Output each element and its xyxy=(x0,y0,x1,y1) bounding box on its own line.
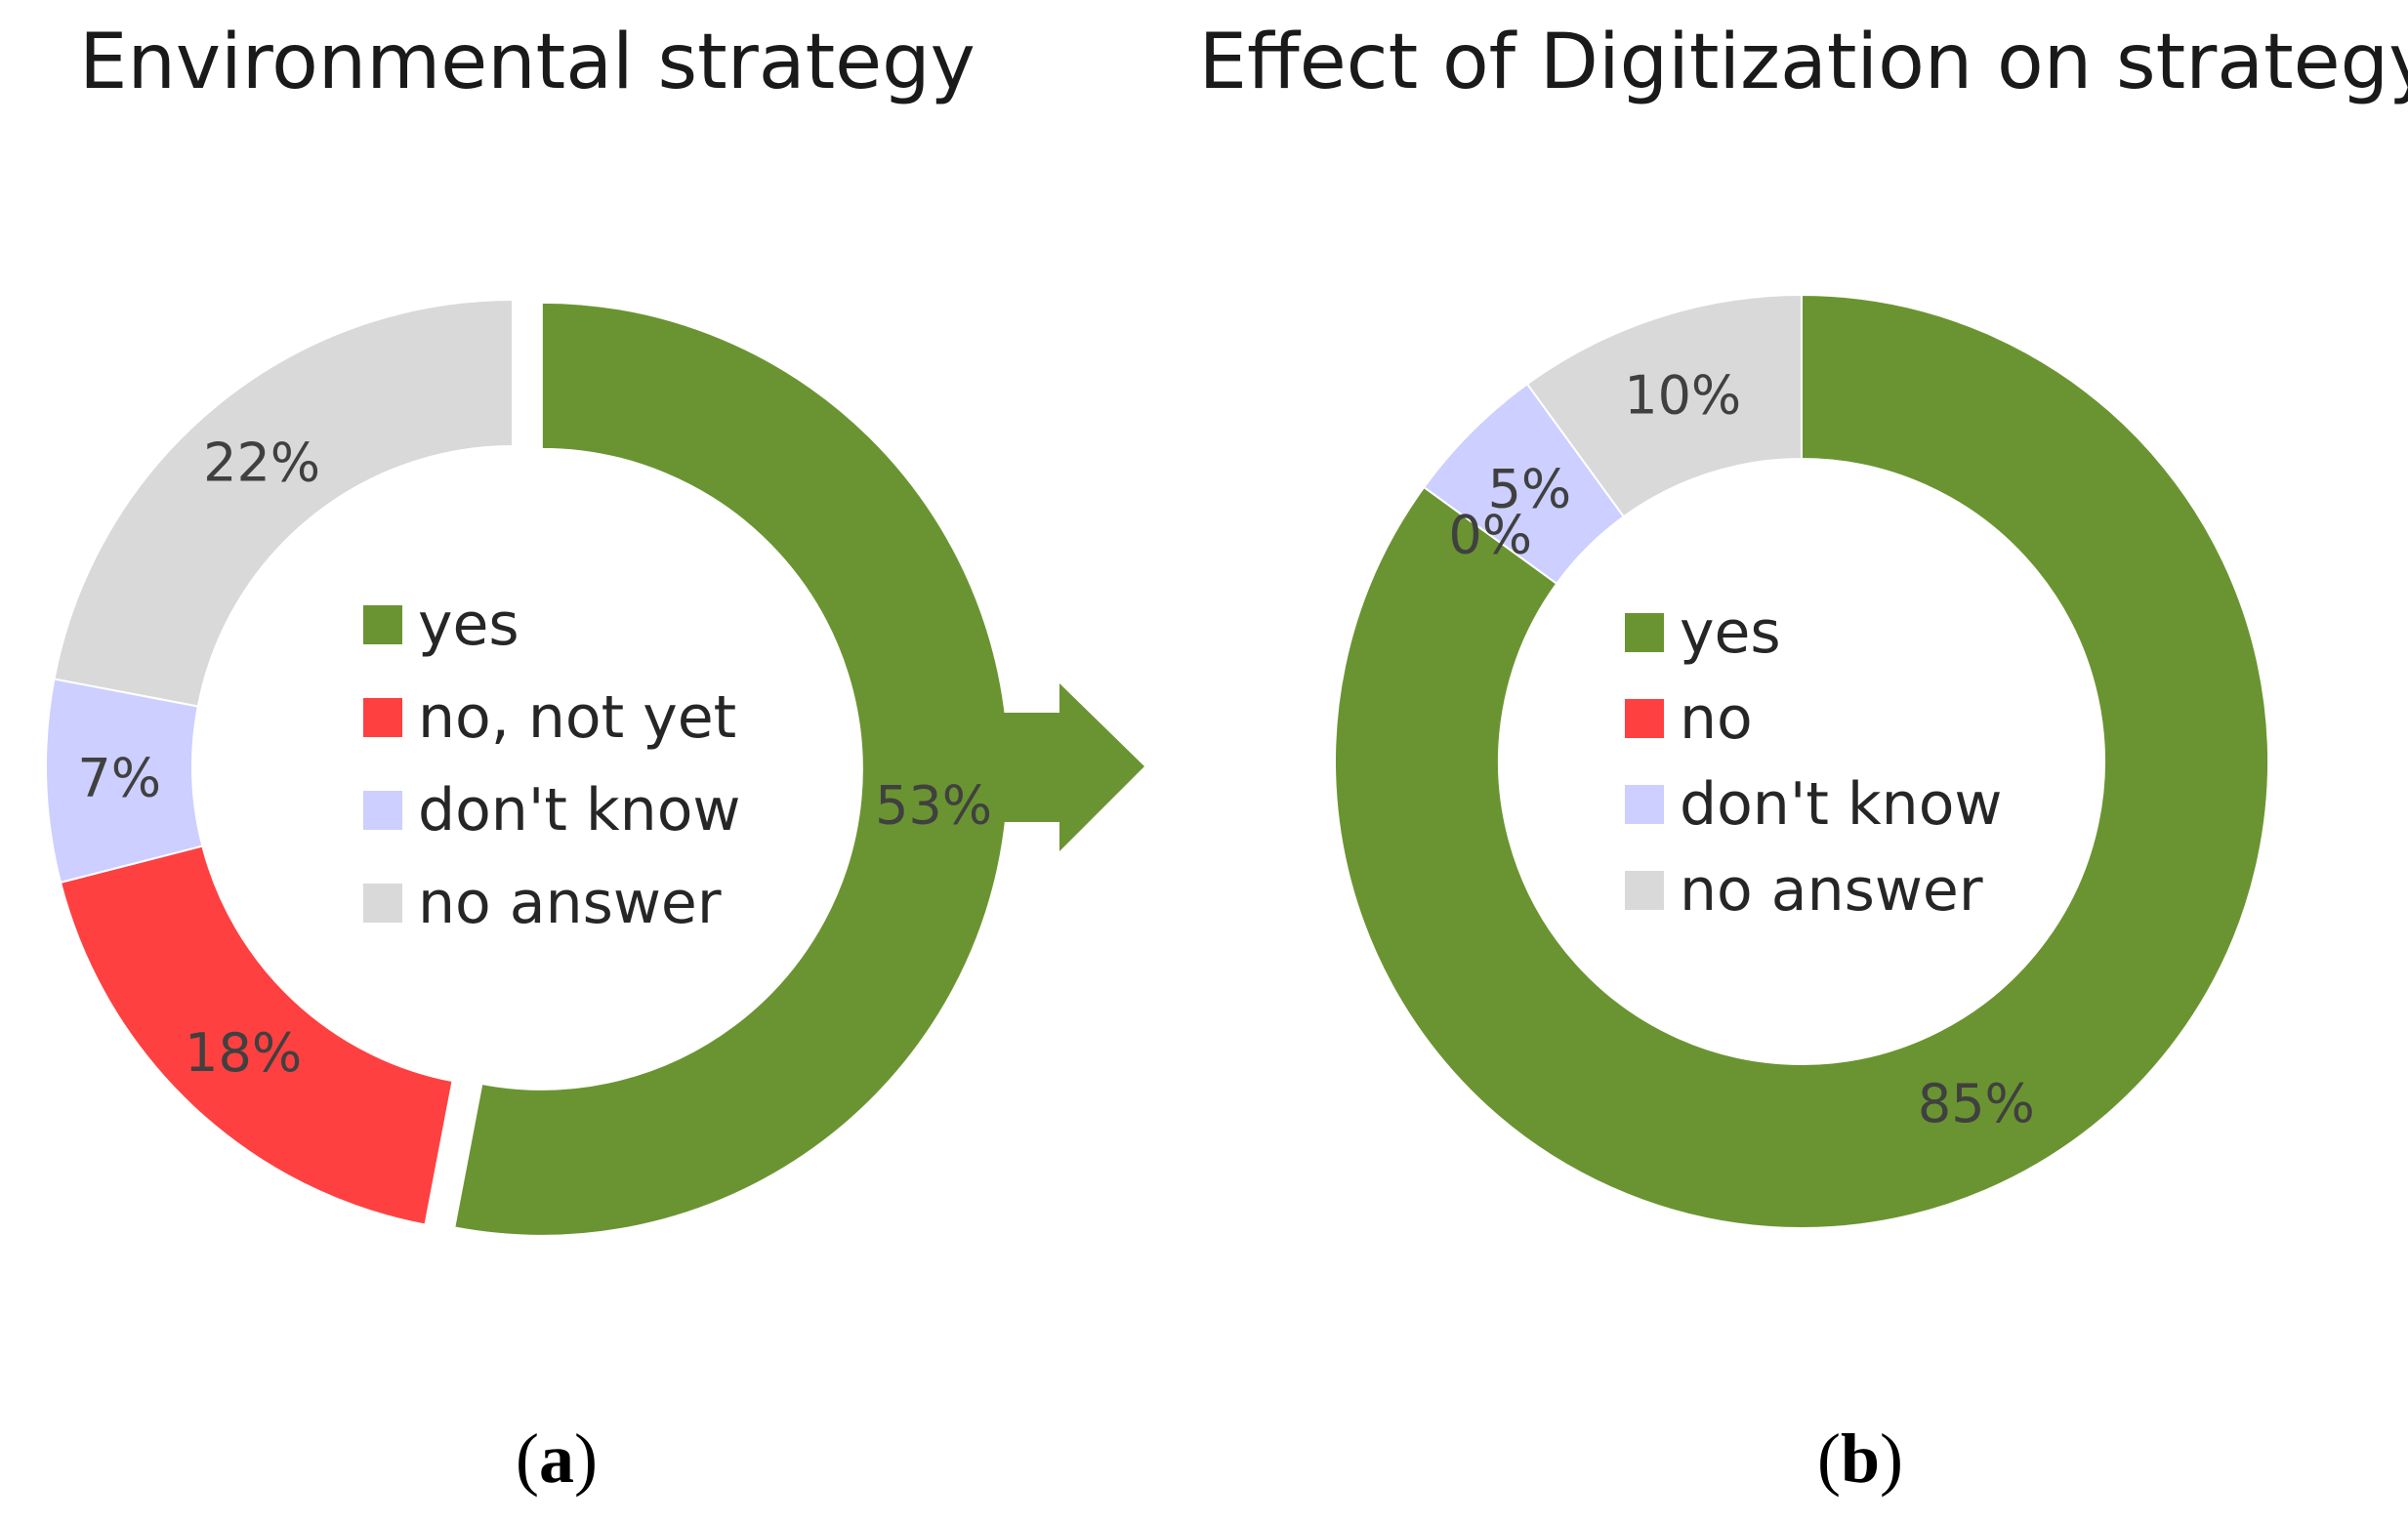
chart-a-slice-no-not-yet xyxy=(59,844,454,1226)
chart-b-legend-swatch-no xyxy=(1625,699,1664,738)
chart-b-caption: (b) xyxy=(1817,1420,1903,1498)
chart-b-label-don-t-know: 5% xyxy=(1488,458,1572,519)
chart-a-legend-label-no-answer: no answer xyxy=(418,869,722,937)
chart-b-label-yes: 85% xyxy=(1918,1073,2035,1134)
chart-a-legend-swatch-don-t-know xyxy=(363,791,402,830)
chart-b-caption-letter: b xyxy=(1841,1420,1880,1498)
chart-b-slice-no-answer xyxy=(1525,293,1803,518)
chart-b-title: Effect of Digitization on strategy xyxy=(1199,19,2408,106)
chart-b-legend-swatch-don-t-know xyxy=(1625,785,1664,824)
chart-a-label-no-answer: 22% xyxy=(203,432,320,493)
chart-a-label-yes: 53% xyxy=(875,775,992,837)
chart-a-legend-swatch-no-not-yet xyxy=(363,698,402,737)
chart-a-caption: (a) xyxy=(516,1420,598,1498)
chart-a-legend: yes no, not yet don't know no answer xyxy=(363,591,740,937)
chart-a: Environmental strategy 53% 18% 7% 22% yes no… xyxy=(45,19,1010,1498)
chart-b-data-labels: 85% 0%5% 10% xyxy=(1448,364,2034,1134)
chart-a-slices xyxy=(45,298,1010,1237)
chart-b-legend: yes no don't know no answer xyxy=(1625,598,2002,925)
chart-b-legend-swatch-yes xyxy=(1625,613,1664,652)
chart-a-title: Environmental strategy xyxy=(79,19,976,106)
chart-b-slice-yes xyxy=(1334,293,2269,1229)
chart-a-legend-label-yes: yes xyxy=(418,591,519,659)
chart-b-legend-label-no-answer: no answer xyxy=(1680,856,1983,925)
chart-a-slice-no-answer xyxy=(53,298,514,708)
chart-a-legend-swatch-yes xyxy=(363,605,402,644)
chart-a-label-no-not-yet: 18% xyxy=(185,1022,302,1084)
chart-b-label-no-answer: 10% xyxy=(1624,364,1741,426)
chart-b-legend-swatch-no-answer xyxy=(1625,871,1664,910)
chart-a-legend-label-no-not-yet: no, not yet xyxy=(418,683,736,752)
transition-arrow xyxy=(1001,683,1144,851)
chart-a-caption-letter: a xyxy=(539,1420,574,1498)
chart-b-legend-label-don-t-know: don't know xyxy=(1680,770,2002,839)
chart-a-legend-swatch-no-answer xyxy=(363,884,402,923)
chart-a-data-labels: 53% 18% 7% 22% xyxy=(77,432,992,1083)
chart-b: Effect of Digitization on strategy 85% 0%… xyxy=(1199,19,2408,1498)
chart-a-slice-yes xyxy=(453,301,1010,1237)
chart-a-label-don-t-know: 7% xyxy=(77,748,161,809)
chart-b-legend-label-no: no xyxy=(1680,684,1753,753)
chart-b-label-no: 0% xyxy=(1448,504,1532,565)
chart-b-slices xyxy=(1334,293,2269,1229)
chart-b-legend-label-yes: yes xyxy=(1680,598,1781,667)
chart-a-legend-label-don-t-know: don't know xyxy=(418,776,740,844)
